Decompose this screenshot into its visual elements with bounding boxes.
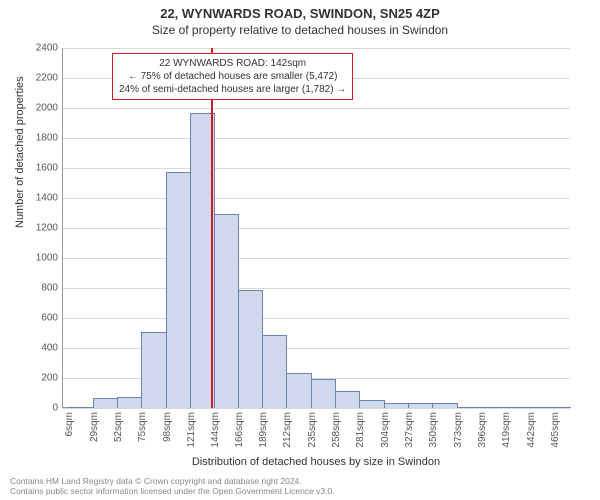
y-axis-title: Number of detached properties bbox=[14, 76, 26, 228]
chart-container: { "titles": { "main": "22, WYNWARDS ROAD… bbox=[0, 0, 600, 500]
chart-title-sub: Size of property relative to detached ho… bbox=[0, 21, 600, 39]
footer-line-1: Contains HM Land Registry data © Crown c… bbox=[10, 476, 590, 486]
histogram-bar bbox=[530, 407, 555, 408]
x-tick-label: 327sqm bbox=[404, 412, 415, 448]
x-tick-label: 304sqm bbox=[380, 412, 391, 448]
grid-line bbox=[62, 408, 570, 409]
annotation-box: 22 WYNWARDS ROAD: 142sqm ← 75% of detach… bbox=[112, 53, 353, 100]
y-tick-label: 200 bbox=[41, 373, 58, 384]
x-tick-label: 419sqm bbox=[501, 412, 512, 448]
histogram-bar bbox=[554, 407, 571, 408]
chart-title-main: 22, WYNWARDS ROAD, SWINDON, SN25 4ZP bbox=[0, 0, 600, 21]
histogram-bar bbox=[432, 403, 457, 408]
y-tick-label: 1000 bbox=[36, 253, 58, 264]
histogram-bar bbox=[505, 407, 530, 408]
x-tick-label: 121sqm bbox=[186, 412, 197, 448]
annotation-line-3: 24% of semi-detached houses are larger (… bbox=[119, 83, 346, 96]
x-tick-label: 258sqm bbox=[331, 412, 342, 448]
x-tick-label: 166sqm bbox=[234, 412, 245, 448]
histogram-bar bbox=[117, 397, 142, 409]
x-tick-label: 75sqm bbox=[137, 412, 148, 442]
x-tick-label: 373sqm bbox=[453, 412, 464, 448]
histogram-bar bbox=[238, 290, 263, 408]
x-tick-label: 52sqm bbox=[113, 412, 124, 442]
histogram-bar bbox=[311, 379, 336, 409]
x-tick-label: 281sqm bbox=[355, 412, 366, 448]
y-tick-label: 600 bbox=[41, 313, 58, 324]
y-tick-label: 800 bbox=[41, 283, 58, 294]
x-tick-label: 189sqm bbox=[258, 412, 269, 448]
histogram-bar bbox=[457, 407, 482, 408]
y-tick-label: 400 bbox=[41, 343, 58, 354]
x-tick-label: 235sqm bbox=[307, 412, 318, 448]
x-tick-label: 350sqm bbox=[428, 412, 439, 448]
histogram-bar bbox=[359, 400, 384, 409]
histogram-bar bbox=[68, 407, 93, 408]
histogram-bar bbox=[481, 407, 506, 408]
x-axis-title: Distribution of detached houses by size … bbox=[62, 456, 570, 468]
footer-attribution: Contains HM Land Registry data © Crown c… bbox=[10, 476, 590, 496]
x-tick-label: 396sqm bbox=[477, 412, 488, 448]
y-tick-label: 2400 bbox=[36, 43, 58, 54]
x-tick-label: 442sqm bbox=[526, 412, 537, 448]
x-tick-label: 212sqm bbox=[282, 412, 293, 448]
footer-line-2: Contains public sector information licen… bbox=[10, 486, 590, 496]
histogram-bar bbox=[262, 335, 287, 408]
x-tick-label: 6sqm bbox=[64, 412, 75, 436]
property-marker-line bbox=[211, 48, 213, 408]
histogram-bar bbox=[93, 398, 118, 408]
histogram-bar bbox=[166, 172, 191, 409]
x-tick-label: 144sqm bbox=[210, 412, 221, 448]
histogram-bar bbox=[141, 332, 166, 408]
histogram-bar bbox=[214, 214, 238, 409]
x-tick-label: 98sqm bbox=[162, 412, 173, 442]
y-tick-label: 2200 bbox=[36, 73, 58, 84]
histogram-bar bbox=[335, 391, 360, 409]
histogram-bars bbox=[62, 48, 570, 408]
histogram-bar bbox=[408, 403, 433, 408]
y-tick-label: 2000 bbox=[36, 103, 58, 114]
x-tick-label: 29sqm bbox=[89, 412, 100, 442]
y-tick-label: 1600 bbox=[36, 163, 58, 174]
histogram-bar bbox=[286, 373, 311, 409]
y-tick-label: 1200 bbox=[36, 223, 58, 234]
histogram-bar bbox=[384, 403, 409, 409]
annotation-line-2: ← 75% of detached houses are smaller (5,… bbox=[119, 70, 346, 83]
x-tick-label: 465sqm bbox=[550, 412, 561, 448]
y-tick-label: 0 bbox=[52, 403, 58, 414]
annotation-line-1: 22 WYNWARDS ROAD: 142sqm bbox=[119, 57, 346, 70]
y-tick-label: 1800 bbox=[36, 133, 58, 144]
y-tick-label: 1400 bbox=[36, 193, 58, 204]
plot-area: 0200400600800100012001400160018002000220… bbox=[62, 48, 570, 408]
